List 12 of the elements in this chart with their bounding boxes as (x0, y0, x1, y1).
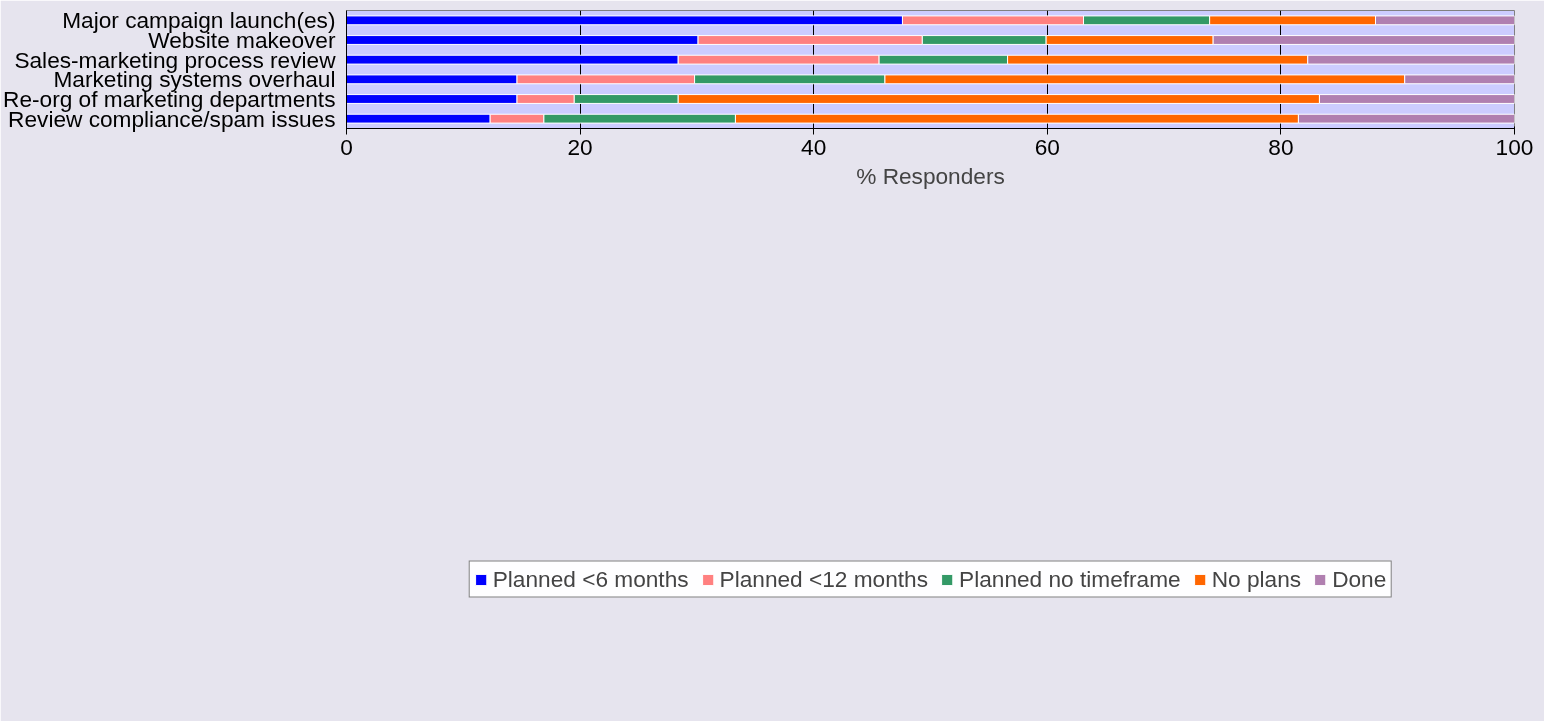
x-tick-label: 20 (567, 133, 593, 160)
legend-label: Planned <6 months (492, 565, 689, 593)
x-axis-title: % Responders (856, 162, 1005, 189)
legend-label: No plans (1211, 565, 1302, 593)
x-tick-label: 0 (340, 133, 353, 160)
legend-label: Planned no timeframe (959, 565, 1181, 593)
x-tick-label: 100 (1495, 133, 1534, 160)
x-tick-label: 60 (1034, 133, 1060, 160)
x-tick-label: 40 (801, 133, 827, 160)
legend-label: Done (1332, 565, 1387, 593)
x-tick-label: 80 (1268, 133, 1294, 160)
legend-label: Planned <12 months (719, 565, 929, 593)
